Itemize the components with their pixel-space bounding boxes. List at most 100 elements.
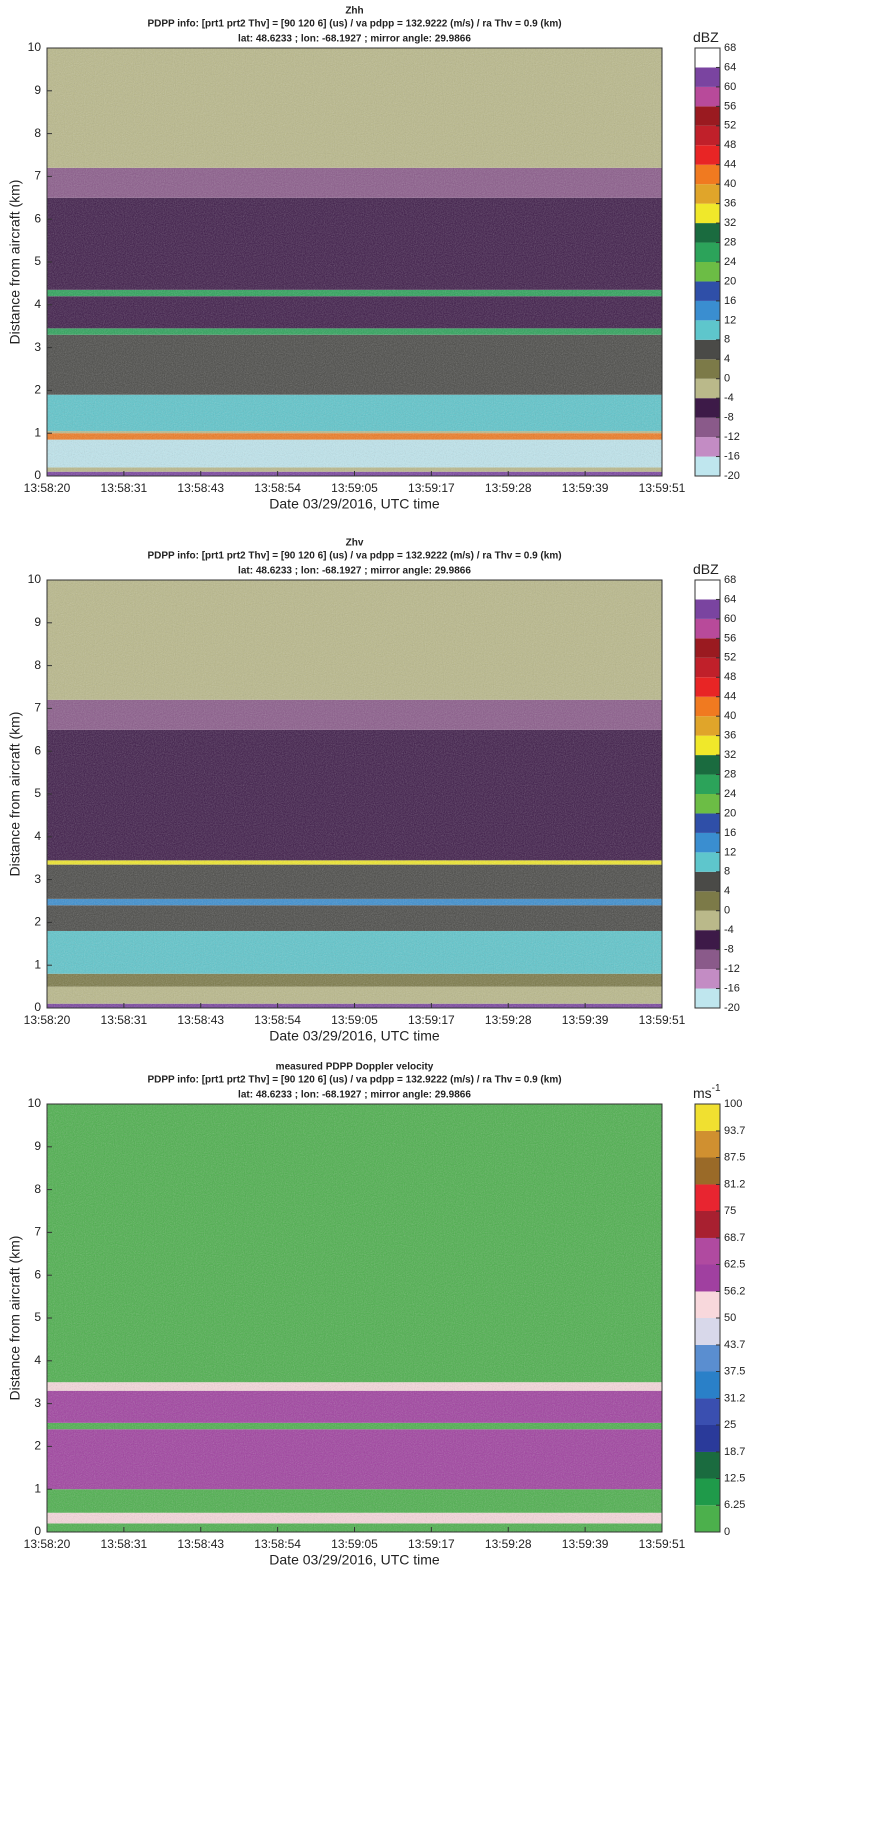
colorbar-swatch <box>695 774 720 794</box>
colorbar-swatch <box>695 1398 720 1425</box>
x-axis-label: Date 03/29/2016, UTC time <box>269 1028 440 1044</box>
colorbar-tick-label: 12.5 <box>724 1472 745 1484</box>
colorbar-unit-text: dBZ <box>693 561 719 577</box>
colorbar-unit-text: dBZ <box>693 29 719 45</box>
x-tick-label: 13:58:20 <box>24 1537 71 1551</box>
colorbar-tick-label: 44 <box>724 691 736 703</box>
x-tick-label: 13:59:39 <box>562 481 609 495</box>
x-tick-label: 13:58:43 <box>177 1537 224 1551</box>
x-axis-label: Date 03/29/2016, UTC time <box>269 496 440 512</box>
chart-title: PDPP info: [prt1 prt2 Thv] = [90 120 6] … <box>147 1075 561 1086</box>
y-tick-label: 6 <box>34 211 41 225</box>
colorbar-swatch <box>695 1157 720 1185</box>
colorbar-swatch <box>695 398 720 418</box>
colorbar-swatch <box>695 1237 720 1265</box>
y-tick-label: 1 <box>34 425 41 439</box>
colorbar-tick-label: 60 <box>724 613 736 625</box>
colorbar-tick-label: 37.5 <box>724 1365 745 1377</box>
x-tick-label: 13:59:17 <box>408 481 455 495</box>
y-tick-label: 2 <box>34 915 41 929</box>
colorbar-swatch <box>695 106 720 126</box>
colorbar-tick-label: 6.25 <box>724 1499 745 1511</box>
colorbar-swatch <box>695 1371 720 1399</box>
colorbar-swatch <box>695 580 720 600</box>
colorbar-unit: dBZ <box>693 561 719 577</box>
colorbar-swatch <box>695 67 720 87</box>
chart-title: Zhv <box>346 538 364 549</box>
colorbar-tick-label: 75 <box>724 1205 736 1217</box>
colorbar-swatch <box>695 696 720 717</box>
colorbar-tick-label: 64 <box>724 593 736 605</box>
colorbar-tick-label: 60 <box>724 81 736 93</box>
colorbar-swatch <box>695 417 720 438</box>
y-axis-label: Distance from aircraft (km) <box>7 1236 23 1401</box>
x-tick-label: 13:59:05 <box>331 481 378 495</box>
y-tick-label: 0 <box>34 1524 41 1538</box>
noise-texture <box>47 580 662 1008</box>
colorbar-swatch <box>695 86 720 107</box>
colorbar-swatch <box>695 969 720 989</box>
x-tick-label: 13:59:28 <box>485 1537 532 1551</box>
colorbar-tick-label: 87.5 <box>724 1151 745 1163</box>
y-tick-label: 5 <box>34 1310 41 1324</box>
colorbar-swatch <box>695 281 720 301</box>
colorbar-swatch <box>695 203 720 224</box>
colorbar-swatch <box>695 1184 720 1211</box>
colorbar-tick-label: 93.7 <box>724 1125 745 1137</box>
x-tick-label: 13:59:05 <box>331 1013 378 1027</box>
colorbar-swatch <box>695 852 720 872</box>
x-tick-label: 13:59:39 <box>562 1013 609 1027</box>
colorbar-swatch <box>695 300 720 321</box>
x-tick-label: 13:59:39 <box>562 1537 609 1551</box>
colorbar-swatch <box>695 735 720 756</box>
colorbar-tick-label: 50 <box>724 1312 736 1324</box>
colorbar-swatch <box>695 832 720 853</box>
y-tick-label: 10 <box>28 572 42 586</box>
colorbar-unit: ms-1 <box>693 1083 721 1101</box>
colorbar-swatch <box>695 1291 720 1318</box>
colorbar-swatch <box>695 657 720 678</box>
colorbar-swatch <box>695 437 720 457</box>
y-tick-label: 7 <box>34 169 41 183</box>
colorbar-tick-label: 44 <box>724 159 736 171</box>
colorbar-tick-label: 25 <box>724 1419 736 1431</box>
x-tick-label: 13:58:43 <box>177 481 224 495</box>
colorbar-tick-label: -8 <box>724 412 734 424</box>
x-tick-label: 13:58:20 <box>24 481 71 495</box>
colorbar-tick-label: 48 <box>724 671 736 683</box>
colorbar-tick-label: 62.5 <box>724 1258 745 1270</box>
colorbar-tick-label: 64 <box>724 61 736 73</box>
colorbar-tick-label: -8 <box>724 944 734 956</box>
colorbar-swatch <box>695 1211 720 1238</box>
colorbar-tick-label: -12 <box>724 431 740 443</box>
y-tick-label: 8 <box>34 1182 41 1196</box>
colorbar-swatch <box>695 1104 720 1131</box>
colorbar-tick-label: 68.7 <box>724 1232 745 1244</box>
colorbar-tick-label: 56 <box>724 100 736 112</box>
x-tick-label: 13:59:51 <box>639 1013 686 1027</box>
colorbar-tick-label: 32 <box>724 217 736 229</box>
y-tick-label: 9 <box>34 1139 41 1153</box>
y-tick-label: 7 <box>34 701 41 715</box>
y-tick-label: 6 <box>34 1267 41 1281</box>
colorbar-tick-label: 56 <box>724 632 736 644</box>
x-tick-label: 13:59:05 <box>331 1537 378 1551</box>
colorbar-swatch <box>695 262 720 282</box>
colorbar-swatch <box>695 1264 720 1292</box>
colorbar-tick-label: -16 <box>724 982 740 994</box>
colorbar-swatch <box>695 794 720 814</box>
x-tick-label: 13:58:54 <box>254 481 301 495</box>
x-tick-label: 13:58:31 <box>101 1537 148 1551</box>
colorbar-tick-label: -20 <box>724 1002 740 1014</box>
x-tick-label: 13:59:51 <box>639 481 686 495</box>
colorbar-tick-label: 0 <box>724 905 730 917</box>
colorbar-tick-label: 52 <box>724 652 736 664</box>
colorbar-tick-label: 20 <box>724 807 736 819</box>
colorbar-tick-label: 16 <box>724 295 736 307</box>
colorbar-swatch <box>695 871 720 892</box>
colorbar-tick-label: 8 <box>724 334 730 346</box>
colorbar-tick-label: 4 <box>724 353 730 365</box>
colorbar-tick-label: 20 <box>724 275 736 287</box>
colorbar-tick-label: 40 <box>724 178 736 190</box>
